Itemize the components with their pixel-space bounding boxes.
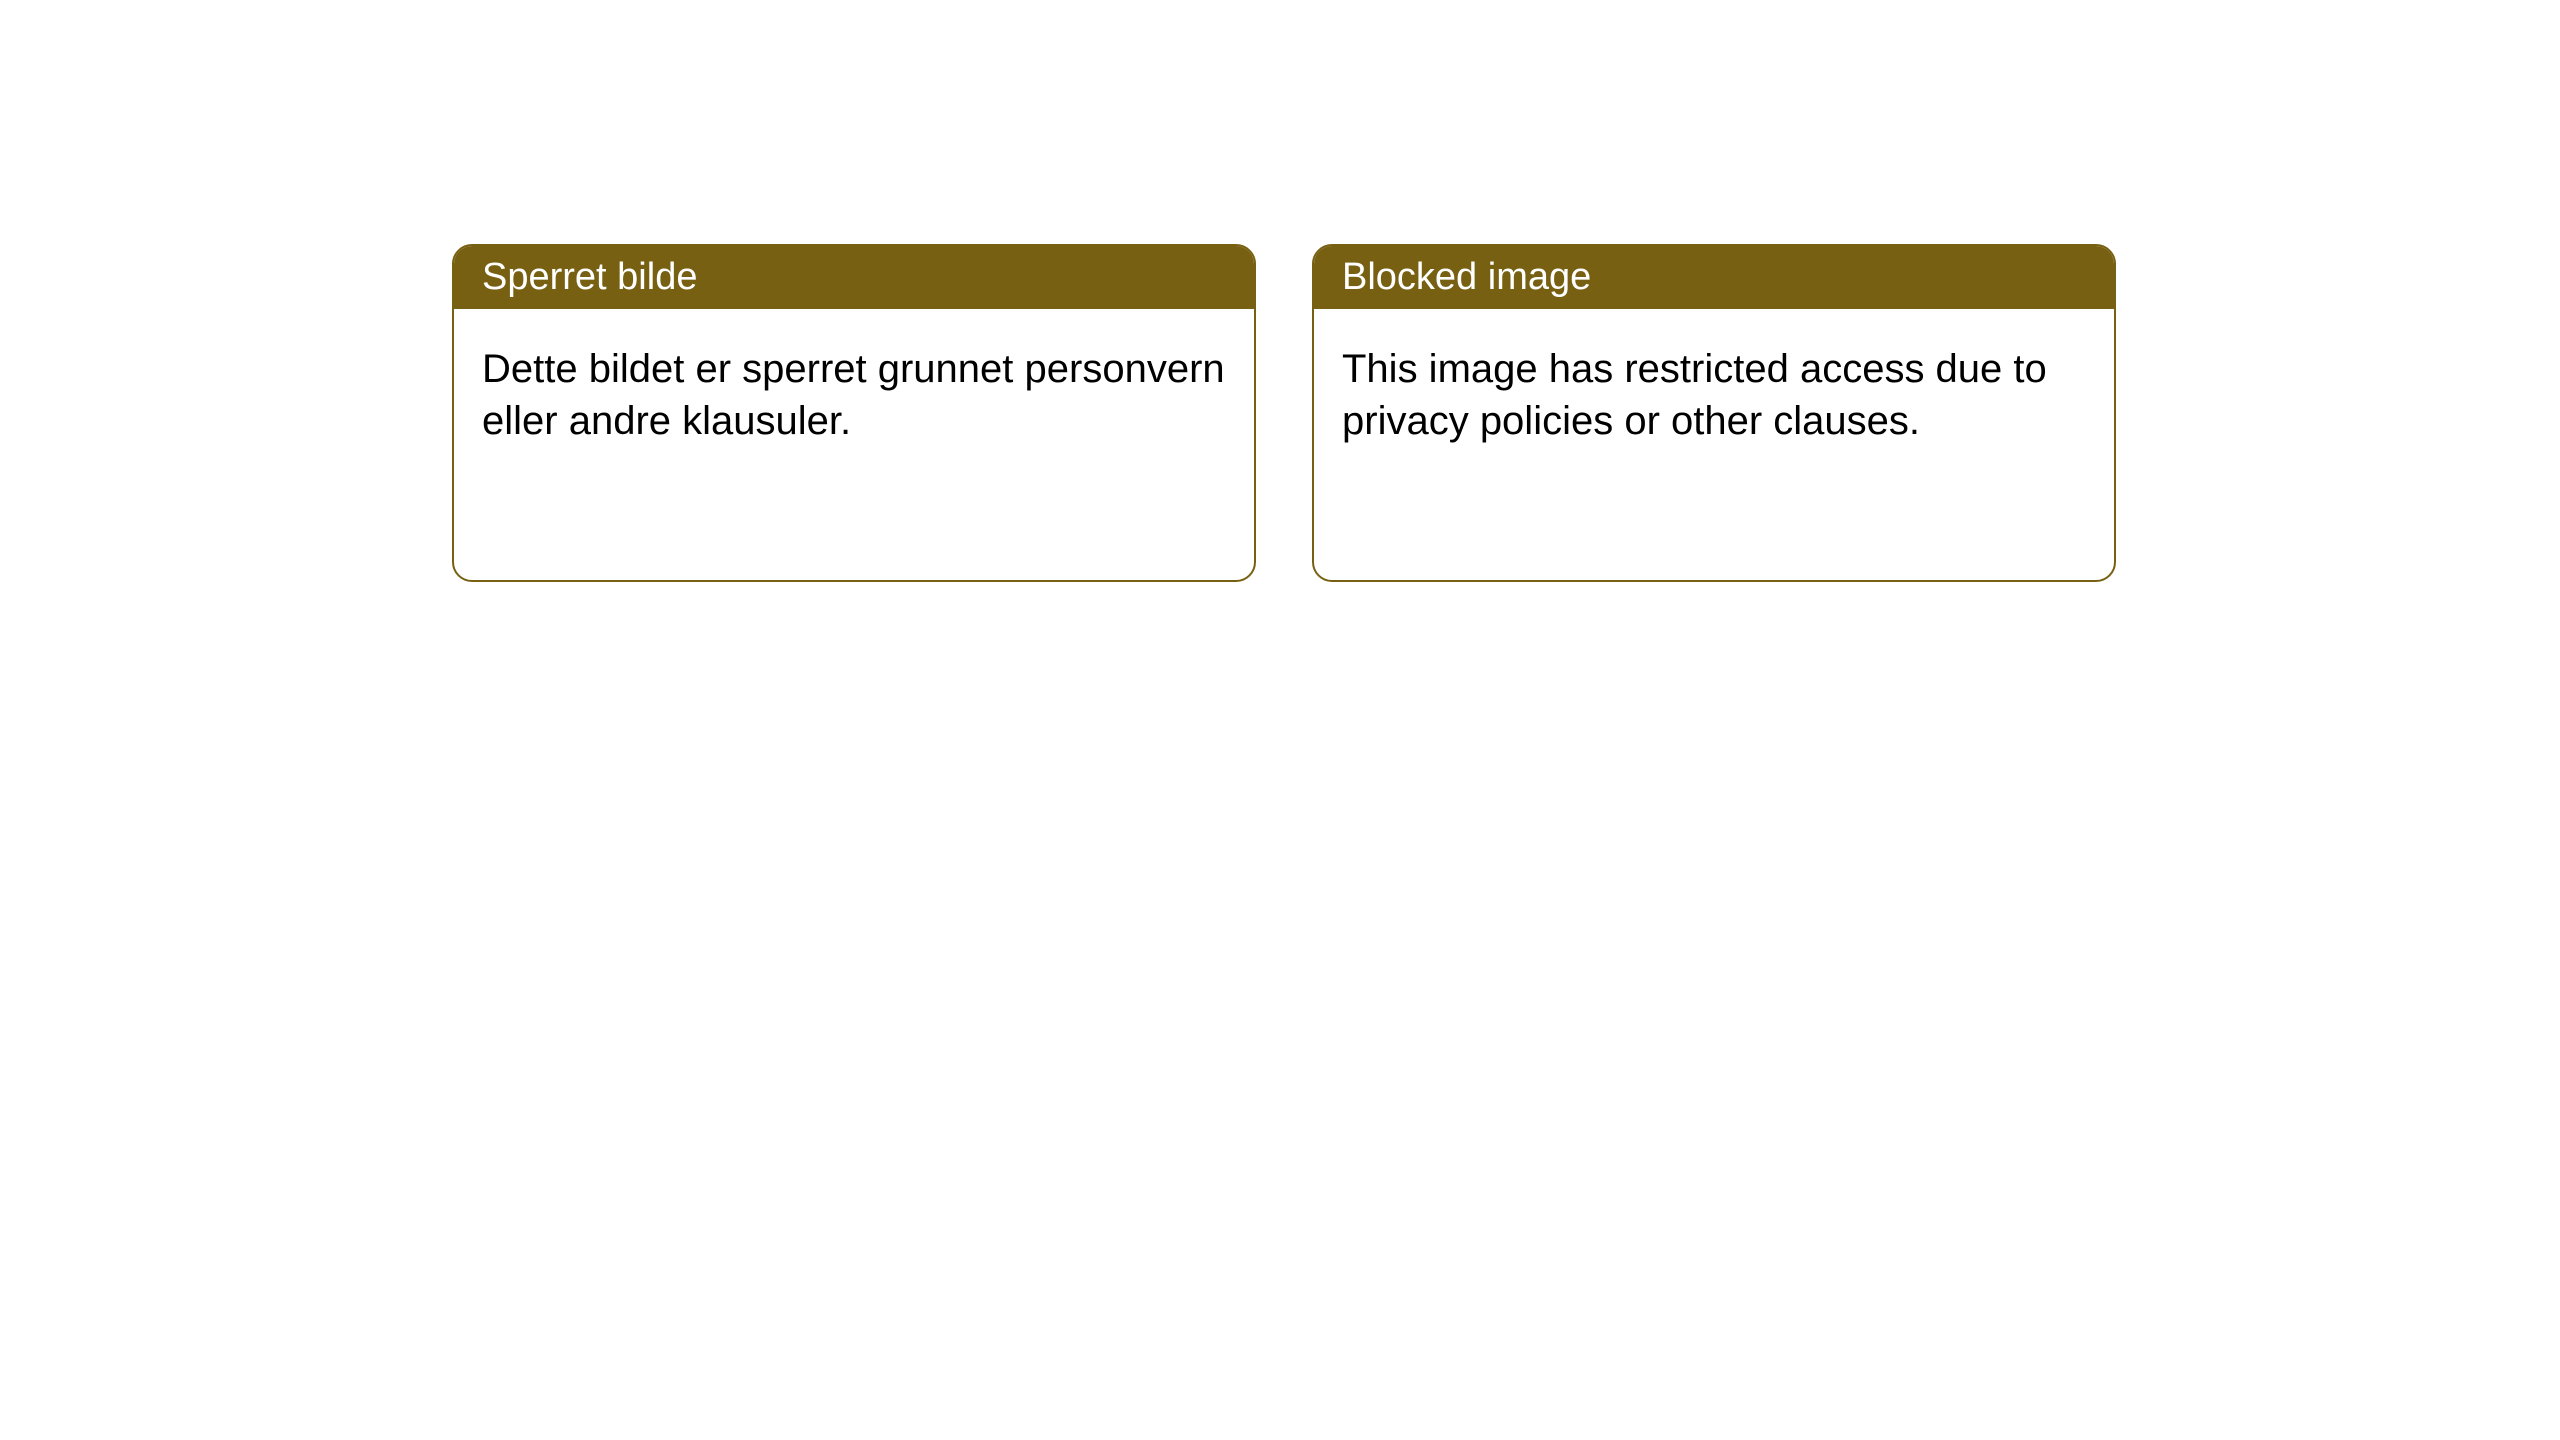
card-body-text-en: This image has restricted access due to … — [1342, 347, 2047, 443]
card-title-no: Sperret bilde — [482, 256, 697, 298]
cards-container: Sperret bilde Dette bildet er sperret gr… — [0, 0, 2560, 582]
card-title-en: Blocked image — [1342, 256, 1591, 298]
card-body-text-no: Dette bildet er sperret grunnet personve… — [482, 347, 1225, 443]
card-body-no: Dette bildet er sperret grunnet personve… — [454, 309, 1254, 481]
card-header-no: Sperret bilde — [454, 246, 1254, 309]
blocked-image-card-no: Sperret bilde Dette bildet er sperret gr… — [452, 244, 1256, 582]
card-header-en: Blocked image — [1314, 246, 2114, 309]
card-body-en: This image has restricted access due to … — [1314, 309, 2114, 481]
blocked-image-card-en: Blocked image This image has restricted … — [1312, 244, 2116, 582]
